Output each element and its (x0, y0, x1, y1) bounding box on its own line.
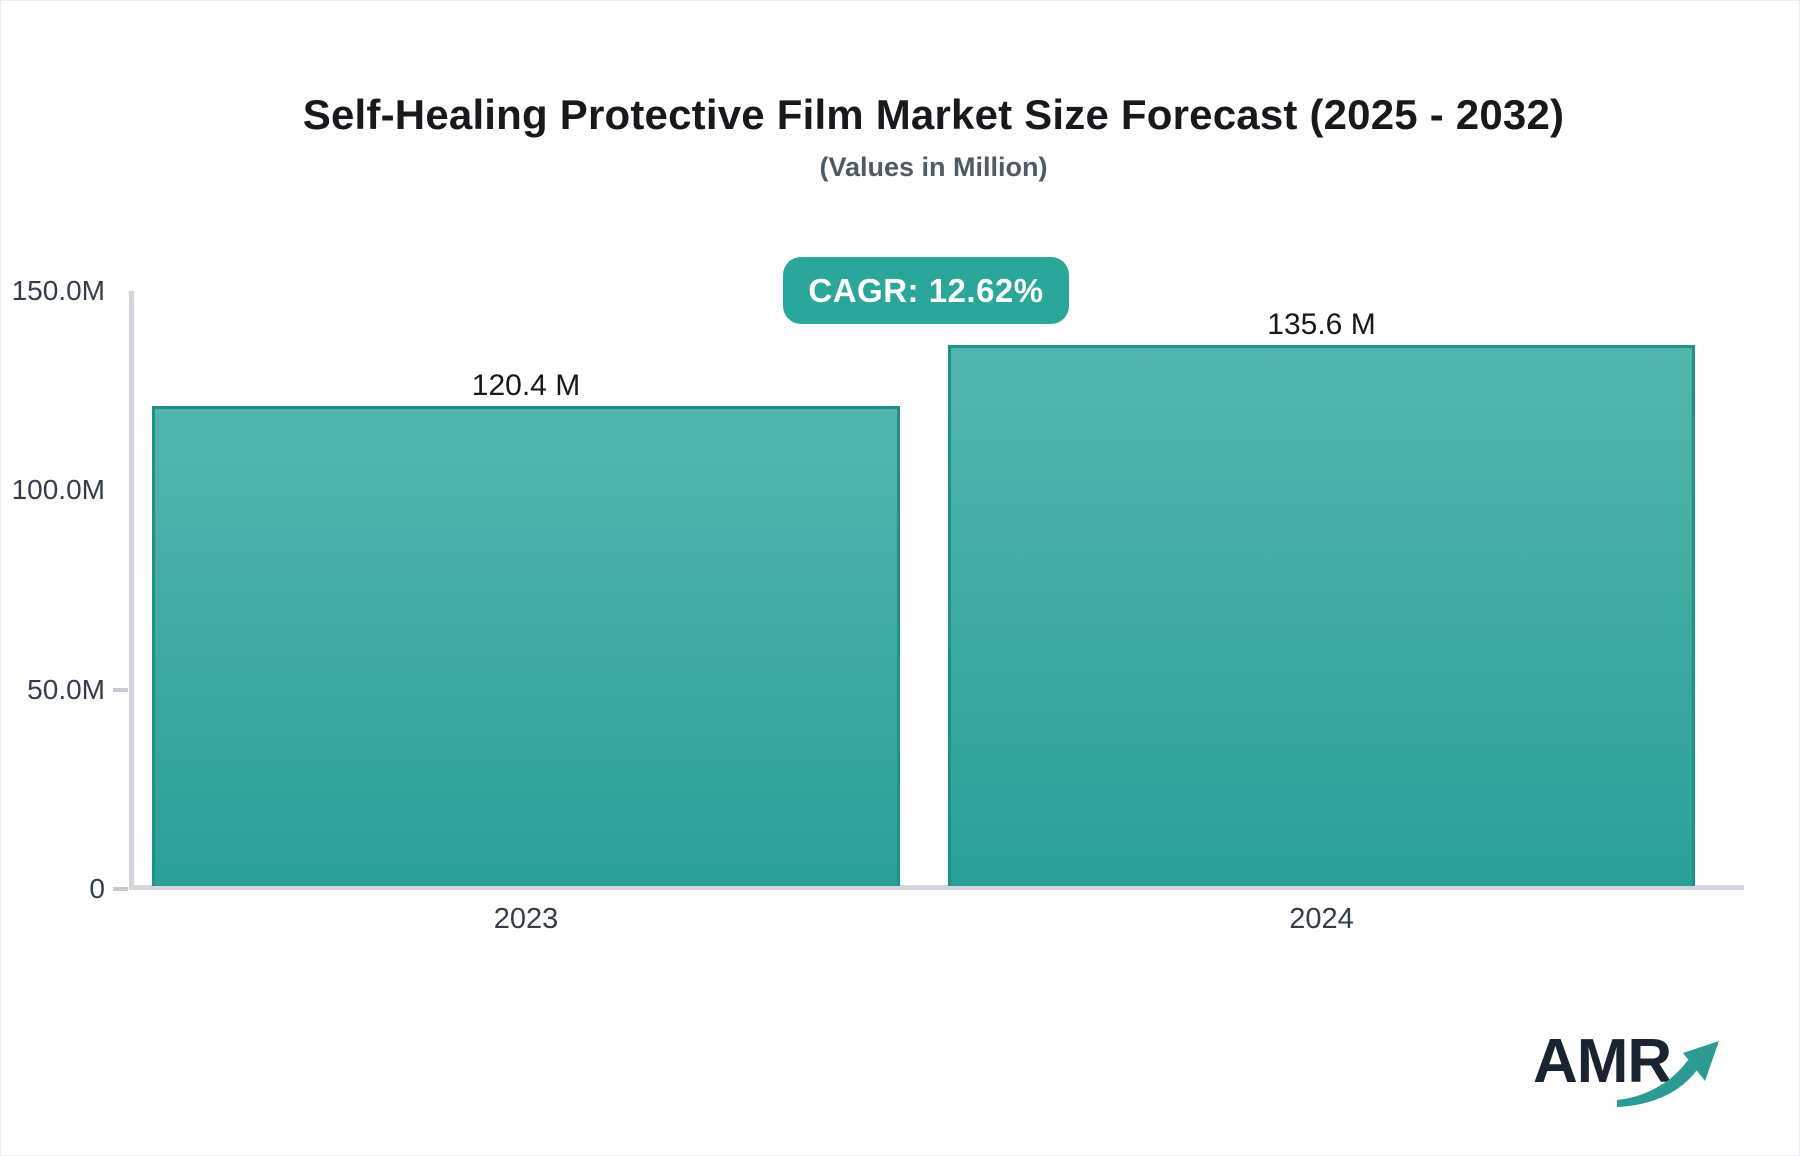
amr-logo: AMR (1533, 1031, 1723, 1117)
amr-logo-text: AMR (1533, 1027, 1672, 1096)
bar-group-2024: 135.6 M 2024 (948, 1, 1695, 1155)
bar-2024 (948, 345, 1695, 886)
x-axis-line (129, 885, 1744, 890)
y-tick-label-0: 0 (89, 873, 105, 904)
bar-value-label-2024: 135.6 M (1267, 308, 1376, 341)
y-axis-line (129, 291, 134, 887)
chart-title: Self-Healing Protective Film Market Size… (302, 91, 1565, 138)
cagr-badge: CAGR: 12.62% (783, 257, 1069, 324)
y-tick-label-50: 50.0M (27, 674, 105, 705)
y-tick-label-150: 150.0M (11, 275, 105, 306)
bar-2023 (152, 406, 900, 886)
x-tick-label-2024: 2024 (1289, 903, 1354, 935)
bar-value-label-2023: 120.4 M (471, 369, 581, 402)
y-tick-mark-0 (113, 887, 128, 891)
chart-subtitle: (Values in Million) (819, 152, 1048, 182)
bar-group-2023: 120.4 M 2023 (152, 1, 900, 1155)
y-tick-mark-50 (113, 688, 128, 692)
x-tick-label-2023: 2023 (493, 903, 559, 935)
y-tick-label-100: 100.0M (11, 474, 105, 505)
cagr-badge-label: CAGR: 12.62% (808, 271, 1044, 309)
chart-header: Self-Healing Protective Film Market Size… (66, 91, 1799, 182)
trend-up-arrow-icon (1617, 1041, 1719, 1107)
